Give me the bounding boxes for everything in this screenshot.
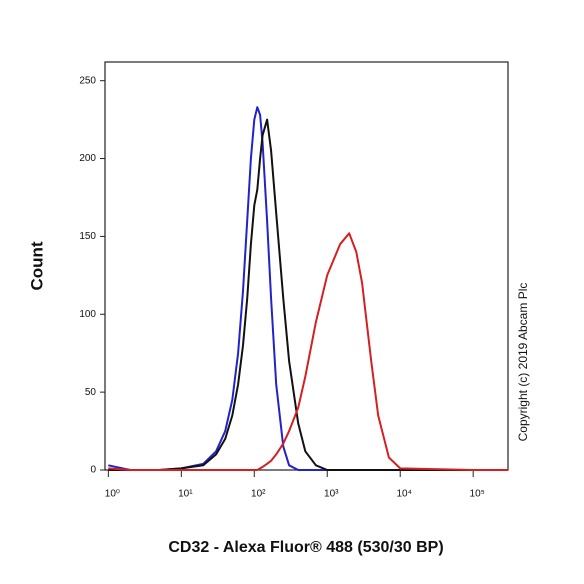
x-tick-label: 10³ [324,489,339,500]
y-tick-label: 0 [90,465,96,476]
y-tick-label: 150 [79,231,96,242]
plot-frame [104,61,509,471]
series-line [108,106,508,471]
y-tick-label: 250 [79,75,96,86]
x-tick-label: 10⁰ [105,489,120,500]
y-tick-label: 50 [85,387,97,398]
y-axis-label: Count [27,241,46,290]
y-tick-label: 200 [79,153,96,164]
copyright: Copyright (c) 2019 Abcam Plc [516,283,530,442]
series-line [108,232,508,471]
x-tick-label: 10⁵ [470,489,485,500]
x-tick-label: 10⁴ [397,489,412,500]
y-tick-label: 100 [79,309,96,320]
x-tick-label: 10¹ [178,489,193,500]
x-tick-label: 10² [251,489,266,500]
x-axis-label: CD32 - Alexa Fluor® 488 (530/30 BP) [168,539,443,556]
series-line [108,118,508,471]
